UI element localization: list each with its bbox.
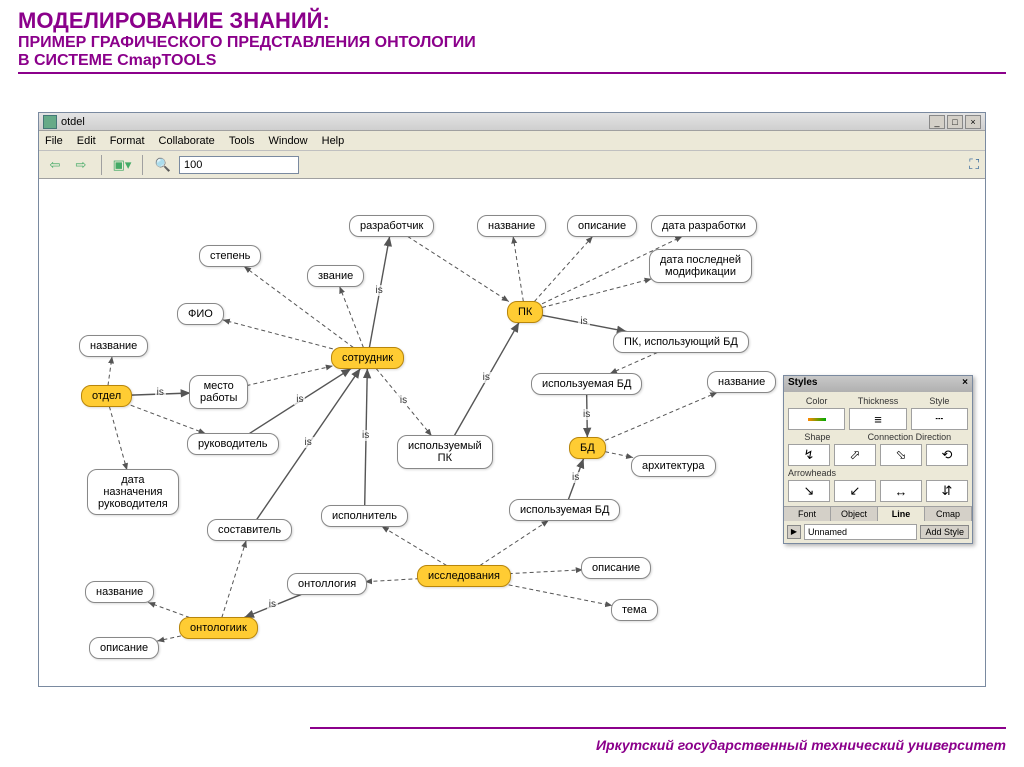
node-opis4[interactable]: описание [89, 637, 159, 659]
color-label: Color [788, 396, 845, 406]
node-ispbd2[interactable]: используемая БД [509, 499, 620, 521]
node-ispbd1[interactable]: используемая БД [531, 373, 642, 395]
node-ontologiya[interactable]: онтоллогия [287, 573, 367, 595]
arrow-opt-4[interactable]: ⇵ [926, 480, 968, 502]
styles-tab-line[interactable]: Line [878, 507, 925, 521]
edge-label: is [303, 437, 314, 448]
node-nazvanie2[interactable]: название [477, 215, 546, 237]
node-tema[interactable]: тема [611, 599, 658, 621]
edge-label: is [294, 394, 305, 405]
conndir-1[interactable]: ⬀ [834, 444, 876, 466]
arrow-label: Arrowheads [788, 468, 968, 478]
style-play-button[interactable]: ▶ [787, 525, 801, 539]
shape-picker[interactable]: ↯ [788, 444, 830, 466]
views-button[interactable]: ▣▾ [112, 155, 132, 175]
node-arh[interactable]: архитектура [631, 455, 716, 477]
link-icon[interactable]: ⛶ [969, 156, 979, 173]
edge-label: is [155, 387, 166, 398]
footer-text: Иркутский государственный технический ун… [596, 737, 1006, 753]
node-bd[interactable]: БД [569, 437, 606, 459]
add-style-button[interactable]: Add Style [920, 525, 969, 539]
node-ispPK[interactable]: используемыйПК [397, 435, 493, 469]
style-name-field[interactable]: Unnamed [804, 524, 917, 540]
nav-back-button[interactable]: ⇦ [45, 155, 65, 175]
node-datarazr[interactable]: дата разработки [651, 215, 757, 237]
nav-forward-button[interactable]: ⇨ [71, 155, 91, 175]
node-ispoln[interactable]: исполнитель [321, 505, 408, 527]
styles-close-icon[interactable]: × [962, 377, 968, 391]
node-issled[interactable]: исследования [417, 565, 511, 587]
node-datamod[interactable]: дата последнеймодификации [649, 249, 752, 283]
node-stepen[interactable]: степень [199, 245, 261, 267]
window-titlebar: otdel _ □ × [39, 113, 985, 131]
style-label: Style [911, 396, 968, 406]
styles-tab-font[interactable]: Font [784, 507, 831, 521]
node-nazvanie1[interactable]: название [79, 335, 148, 357]
menu-tools[interactable]: Tools [229, 135, 255, 147]
conndir-2[interactable]: ⬂ [880, 444, 922, 466]
arrow-opt-1[interactable]: ↘ [788, 480, 830, 502]
thickness-label: Thickness [849, 396, 906, 406]
menu-help[interactable]: Help [322, 135, 345, 147]
edge-label: is [481, 372, 492, 383]
color-picker[interactable] [788, 408, 845, 430]
minimize-button[interactable]: _ [929, 115, 945, 129]
menu-edit[interactable]: Edit [77, 135, 96, 147]
linestyle-picker[interactable]: ┄ [911, 408, 968, 430]
styles-panel: Styles× Color Thickness Style ≡ ┄ Shape … [783, 375, 973, 544]
edge-label: is [570, 472, 581, 483]
edge-label: is [360, 430, 371, 441]
maximize-button[interactable]: □ [947, 115, 963, 129]
node-razrab[interactable]: разработчик [349, 215, 434, 237]
node-rukov[interactable]: руководитель [187, 433, 279, 455]
arrow-opt-3[interactable]: ↔ [880, 480, 922, 502]
conndir-3[interactable]: ⟲ [926, 444, 968, 466]
node-otdel[interactable]: отдел [81, 385, 132, 407]
slide-subtitle-2: В СИСТЕМЕ CmapTOOLS [0, 52, 1024, 70]
node-fio[interactable]: ФИО [177, 303, 224, 325]
node-sostav[interactable]: составитель [207, 519, 292, 541]
zoom-icon: 🔍 [153, 155, 173, 175]
node-opis2[interactable]: описание [567, 215, 637, 237]
shape-label: Shape [788, 432, 847, 442]
node-mesto[interactable]: местоработы [189, 375, 248, 409]
edge-label: is [398, 395, 409, 406]
menu-file[interactable]: File [45, 135, 63, 147]
title-rule [18, 72, 1006, 74]
node-nazvanie3[interactable]: название [707, 371, 776, 393]
close-button[interactable]: × [965, 115, 981, 129]
node-sotrudnik[interactable]: сотрудник [331, 347, 404, 369]
menu-collaborate[interactable]: Collaborate [159, 135, 215, 147]
window-title: otdel [61, 116, 85, 128]
menu-window[interactable]: Window [269, 135, 308, 147]
node-pk[interactable]: ПК [507, 301, 543, 323]
footer-rule [310, 727, 1006, 729]
conndir-label: Connection Direction [851, 432, 968, 442]
styles-tab-object[interactable]: Object [831, 507, 878, 521]
slide-subtitle-1: ПРИМЕР ГРАФИЧЕСКОГО ПРЕДСТАВЛЕНИЯ ОНТОЛО… [0, 34, 1024, 52]
node-opis3[interactable]: описание [581, 557, 651, 579]
zoom-input[interactable] [179, 156, 299, 174]
node-zvanie[interactable]: звание [307, 265, 364, 287]
edge-label: is [581, 409, 592, 420]
menubar: File Edit Format Collaborate Tools Window Help [39, 131, 985, 151]
app-window: otdel _ □ × File Edit Format Collaborate Too… [38, 112, 986, 687]
styles-tab-cmap[interactable]: Cmap [925, 507, 972, 521]
app-icon [43, 115, 57, 129]
edge-label: is [578, 316, 589, 327]
node-pkbd[interactable]: ПК, использующий БД [613, 331, 749, 353]
slide-title: МОДЕЛИРОВАНИЕ ЗНАНИЙ: [0, 0, 1024, 34]
node-ontologiiK[interactable]: онтологиик [179, 617, 258, 639]
edge-label: is [267, 599, 278, 610]
styles-panel-title: Styles× [784, 376, 972, 392]
styles-tabs: FontObjectLineCmap [784, 506, 972, 521]
toolbar: ⇦ ⇨ ▣▾ 🔍 ⛶ [39, 151, 985, 179]
node-nazvanie4[interactable]: название [85, 581, 154, 603]
arrow-opt-2[interactable]: ↙ [834, 480, 876, 502]
node-datanazn[interactable]: датаназначенияруководителя [87, 469, 179, 515]
thickness-picker[interactable]: ≡ [849, 408, 906, 430]
edge-label: is [374, 285, 385, 296]
menu-format[interactable]: Format [110, 135, 145, 147]
